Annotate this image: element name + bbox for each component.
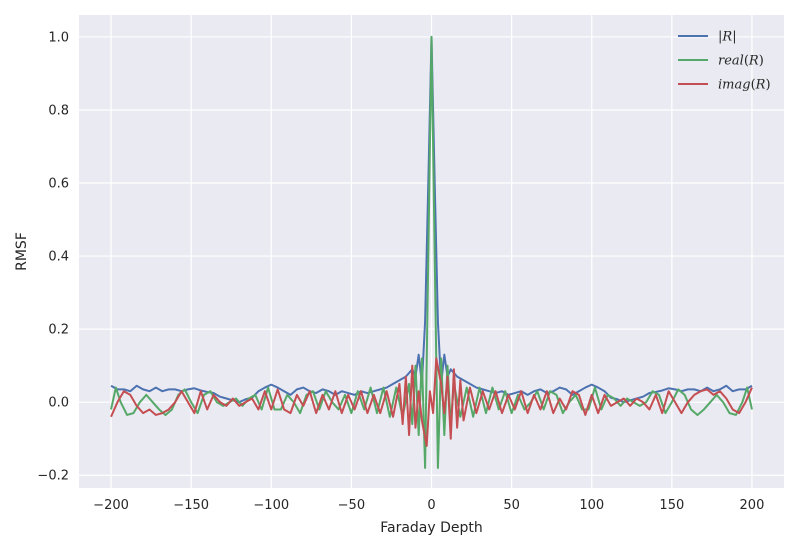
y-tick-labels: −0.2 0.0 0.2 0.4 0.6 0.8 1.0 <box>37 30 69 483</box>
legend-label-part: ) <box>765 78 770 93</box>
x-tick-label: −150 <box>173 498 209 513</box>
legend-label-part: R <box>755 78 766 93</box>
legend-label-part: ( <box>751 78 756 93</box>
legend-label-part: | <box>718 30 722 45</box>
x-tick-label: −100 <box>253 498 289 513</box>
legend-label-part: real <box>718 54 744 69</box>
legend-label-part: ( <box>744 54 749 69</box>
legend-label-part: imag <box>718 78 751 93</box>
legend-label-part: ) <box>759 54 764 69</box>
x-tick-label: 100 <box>579 498 604 513</box>
x-tick-label: 0 <box>427 498 435 513</box>
legend-label-3: imag(R) <box>718 78 771 93</box>
y-tick-label: 0.2 <box>48 323 69 338</box>
y-tick-label: 0.6 <box>48 177 69 192</box>
y-axis-label: RMSF <box>14 232 30 271</box>
legend-label-part: | <box>732 30 736 45</box>
x-axis-label: Faraday Depth <box>380 520 483 536</box>
y-tick-label: 0.8 <box>48 103 69 118</box>
legend-label-1: |R| <box>718 30 737 45</box>
series-line-2 <box>110 35 753 469</box>
legend-label-2: real(R) <box>718 54 764 69</box>
legend-label-part: R <box>721 30 732 45</box>
x-tick-label: −200 <box>93 498 129 513</box>
series-lines <box>110 35 753 469</box>
x-tick-label: 150 <box>659 498 684 513</box>
y-tick-label: 0.0 <box>48 396 69 411</box>
legend-label-part: R <box>748 54 759 69</box>
y-tick-label: 1.0 <box>48 30 69 45</box>
x-tick-label: 50 <box>503 498 520 513</box>
x-tick-labels: −200 −150 −100 −50 0 50 100 150 200 <box>93 498 764 513</box>
x-tick-label: −50 <box>338 498 365 513</box>
y-tick-label: 0.4 <box>48 250 69 265</box>
x-tick-label: 200 <box>740 498 765 513</box>
series-line-3 <box>110 357 753 447</box>
y-tick-label: −0.2 <box>37 469 69 484</box>
legend: |R|real(R)imag(R) <box>678 30 771 93</box>
